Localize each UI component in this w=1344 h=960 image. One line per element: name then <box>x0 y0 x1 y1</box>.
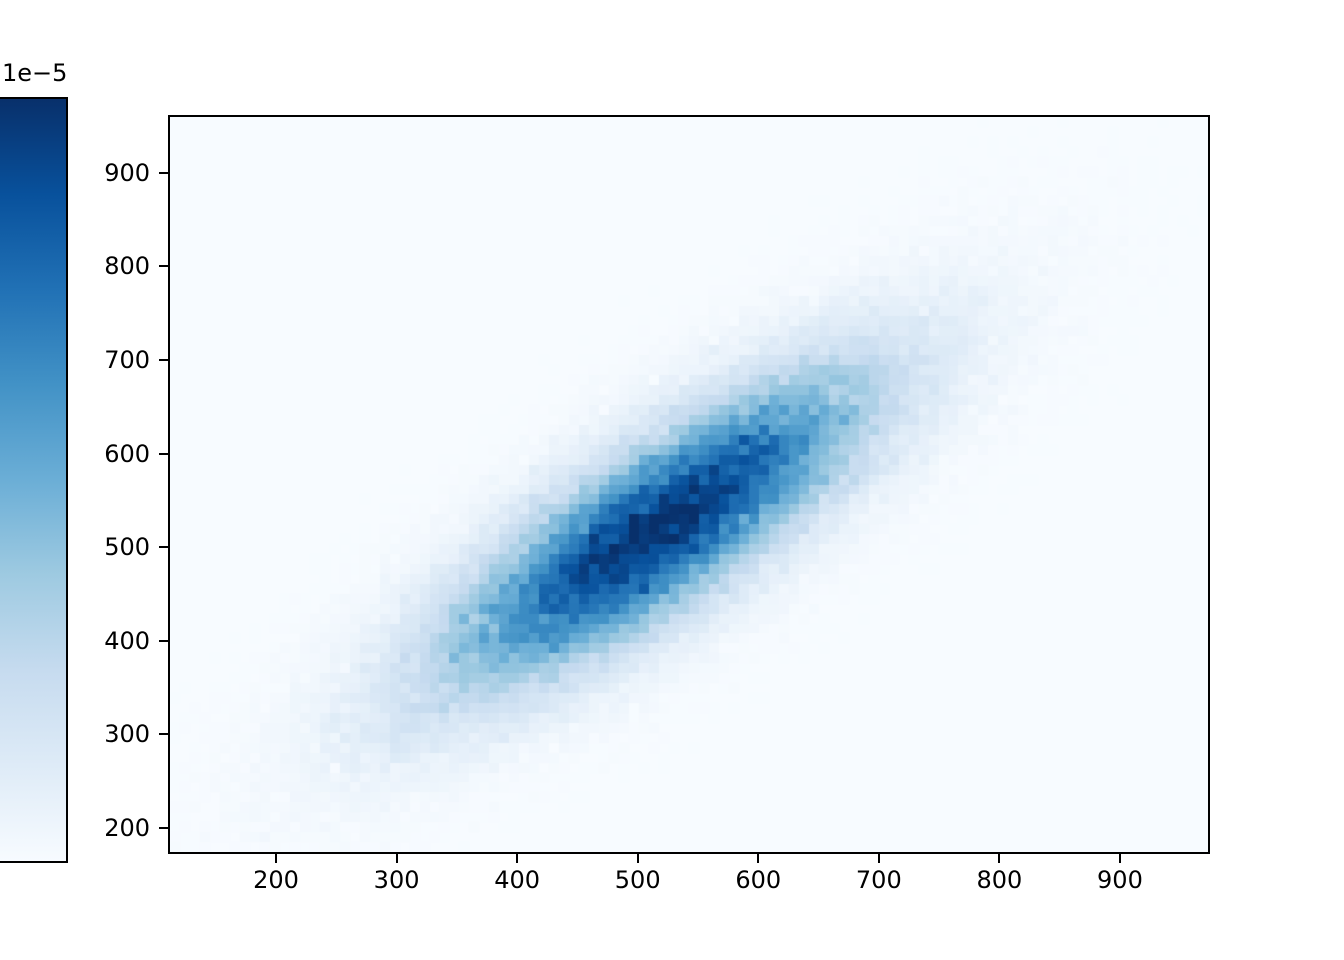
x-tick-mark <box>516 854 519 863</box>
x-tick-mark <box>757 854 760 863</box>
y-tick-label: 400 <box>104 626 150 655</box>
y-tick-label: 200 <box>104 814 150 843</box>
y-tick-label: 700 <box>104 345 150 374</box>
y-tick-mark <box>159 639 168 642</box>
y-tick-mark <box>159 827 168 830</box>
x-tick-label: 400 <box>494 866 541 894</box>
y-tick-mark <box>159 452 168 455</box>
x-tick-label: 300 <box>373 866 420 894</box>
x-tick-label: 900 <box>1097 866 1143 894</box>
colorbar-offset-label: 1e−5 <box>2 59 68 87</box>
y-tick-label: 600 <box>104 439 150 468</box>
x-tick-label: 200 <box>253 866 299 894</box>
y-tick-label: 500 <box>104 533 150 562</box>
y-tick-mark <box>159 358 168 361</box>
y-tick-mark <box>159 171 168 174</box>
heatmap-canvas <box>170 117 1208 852</box>
x-tick-mark <box>1118 854 1121 863</box>
x-tick-mark <box>275 854 278 863</box>
x-tick-mark <box>877 854 880 863</box>
colorbar-gradient <box>0 99 66 861</box>
x-tick-mark <box>998 854 1001 863</box>
x-tick-mark <box>395 854 398 863</box>
y-tick-label: 300 <box>104 720 150 749</box>
y-tick-mark <box>159 733 168 736</box>
x-tick-label: 600 <box>735 866 782 894</box>
x-tick-mark <box>636 854 639 863</box>
y-tick-label: 900 <box>104 158 150 187</box>
y-tick-mark <box>159 265 168 268</box>
plot-area <box>168 115 1210 854</box>
y-tick-mark <box>159 546 168 549</box>
colorbar <box>0 97 68 863</box>
x-tick-label: 700 <box>855 866 902 894</box>
y-tick-label: 800 <box>104 252 150 281</box>
x-tick-label: 500 <box>614 866 661 894</box>
x-tick-label: 800 <box>976 866 1023 894</box>
